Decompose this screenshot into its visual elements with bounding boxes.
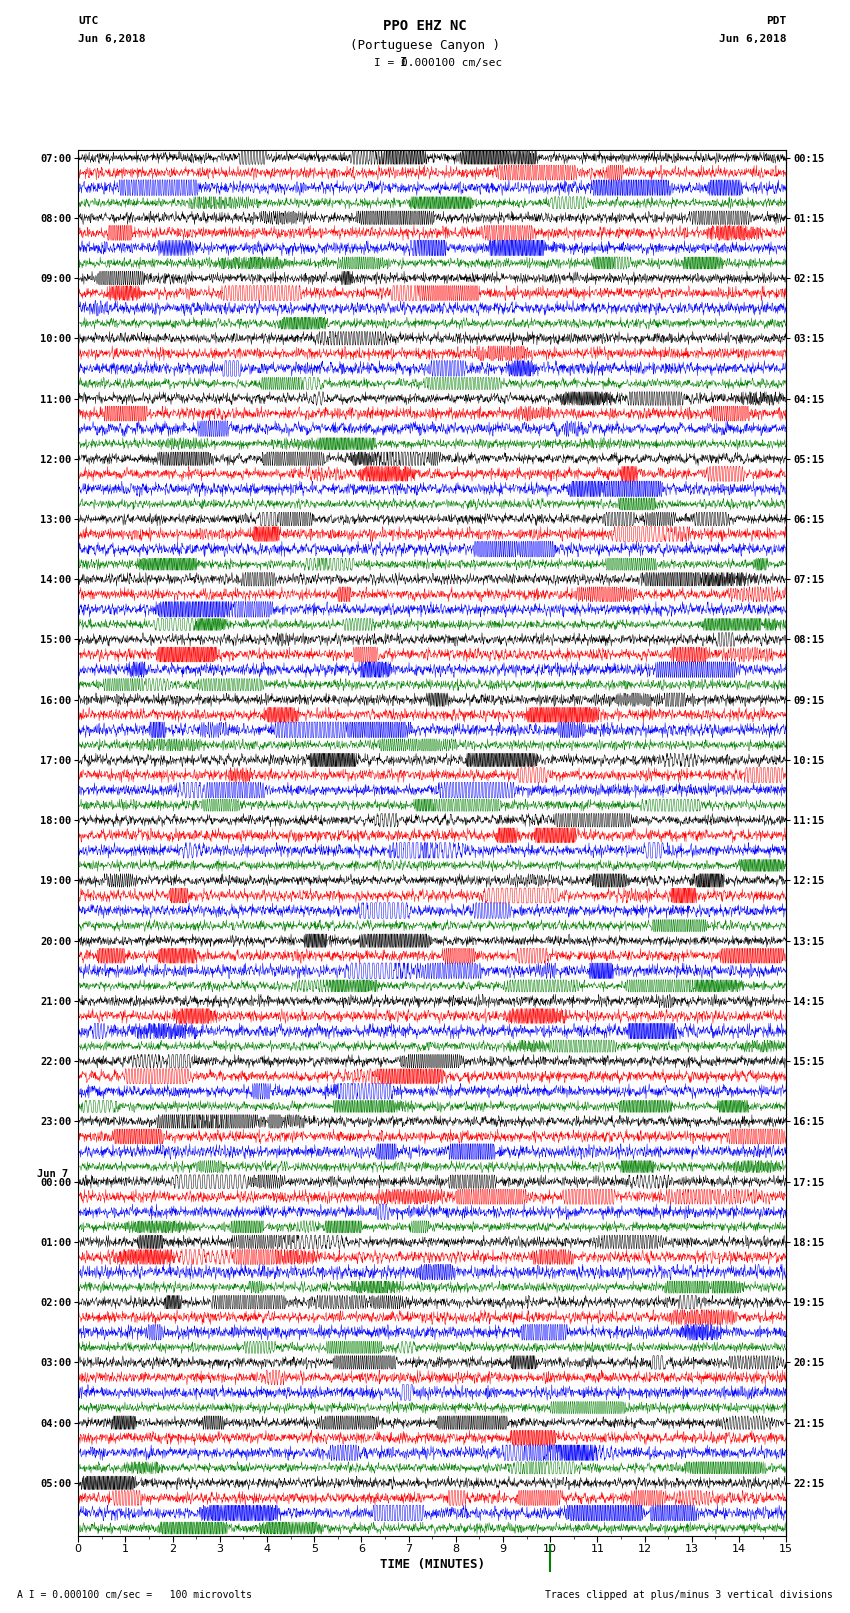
Text: Jun 6,2018: Jun 6,2018 xyxy=(78,34,145,44)
Text: PDT: PDT xyxy=(766,16,786,26)
Text: I: I xyxy=(400,56,407,69)
X-axis label: TIME (MINUTES): TIME (MINUTES) xyxy=(380,1558,484,1571)
Text: Jun 6,2018: Jun 6,2018 xyxy=(719,34,786,44)
Text: PPO EHZ NC: PPO EHZ NC xyxy=(383,19,467,34)
Text: (Portuguese Canyon ): (Portuguese Canyon ) xyxy=(350,39,500,52)
Text: I = 0.000100 cm/sec: I = 0.000100 cm/sec xyxy=(348,58,502,68)
Text: A I = 0.000100 cm/sec =   100 microvolts: A I = 0.000100 cm/sec = 100 microvolts xyxy=(17,1590,252,1600)
Text: UTC: UTC xyxy=(78,16,99,26)
Text: Jun 7: Jun 7 xyxy=(37,1169,68,1179)
Text: Traces clipped at plus/minus 3 vertical divisions: Traces clipped at plus/minus 3 vertical … xyxy=(545,1590,833,1600)
